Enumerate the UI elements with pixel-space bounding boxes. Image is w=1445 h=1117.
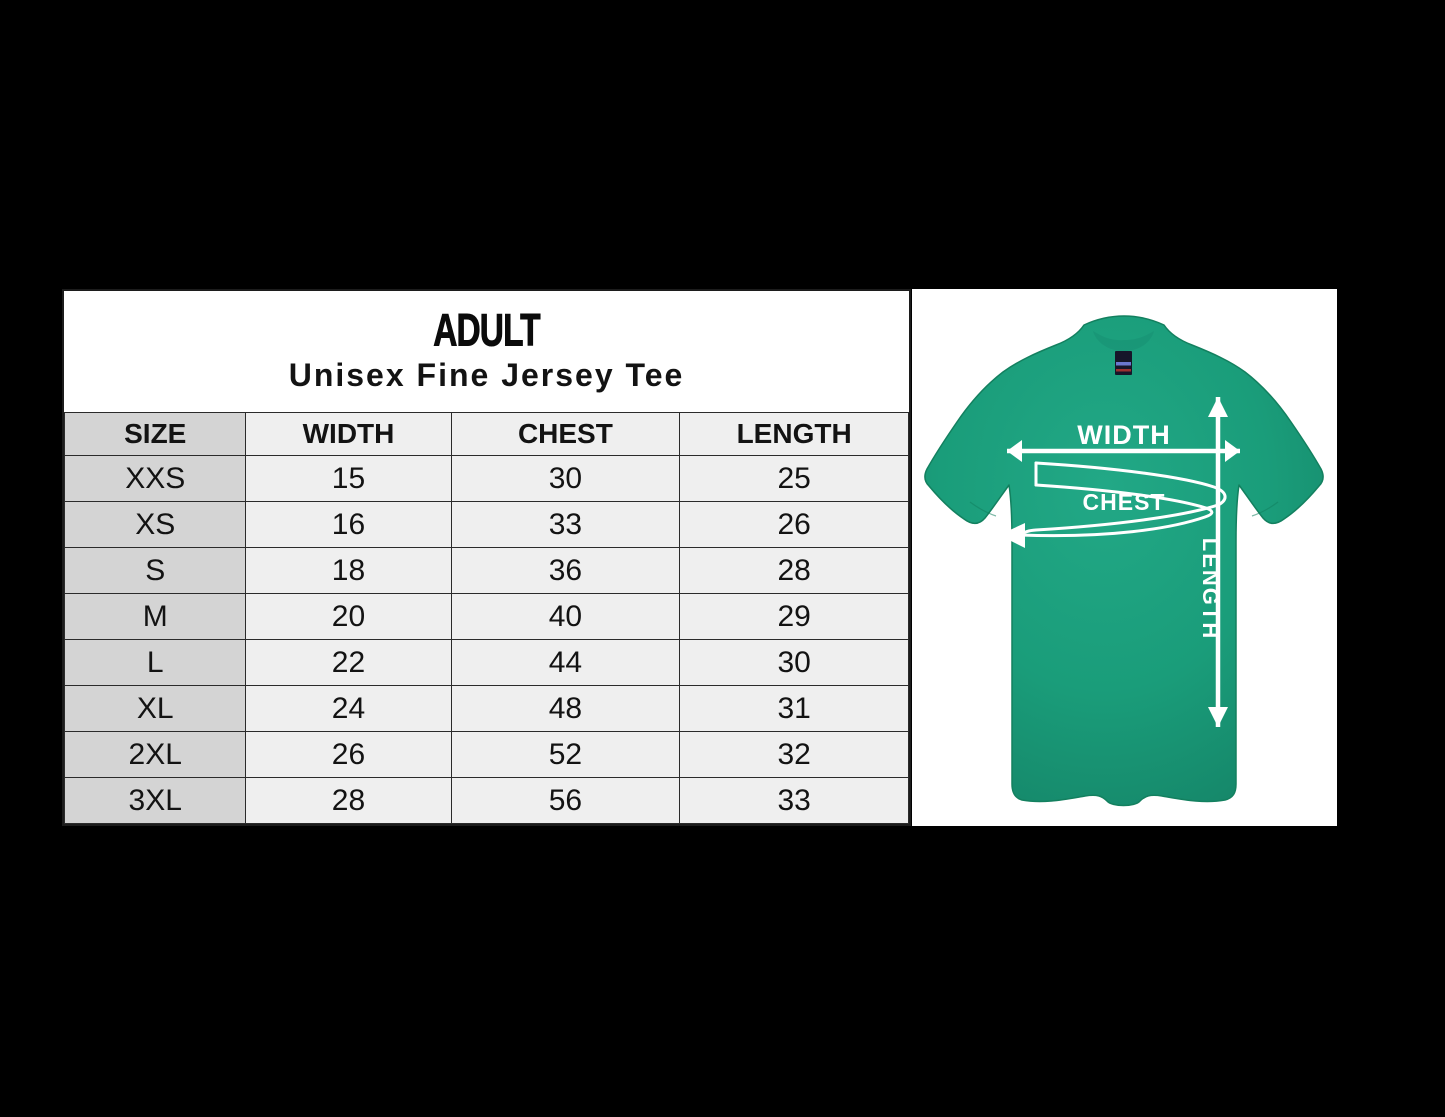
svg-text:CHEST: CHEST: [1083, 489, 1166, 515]
svg-text:LENGTH: LENGTH: [1198, 538, 1223, 640]
svg-text:WIDTH: WIDTH: [1077, 420, 1170, 450]
